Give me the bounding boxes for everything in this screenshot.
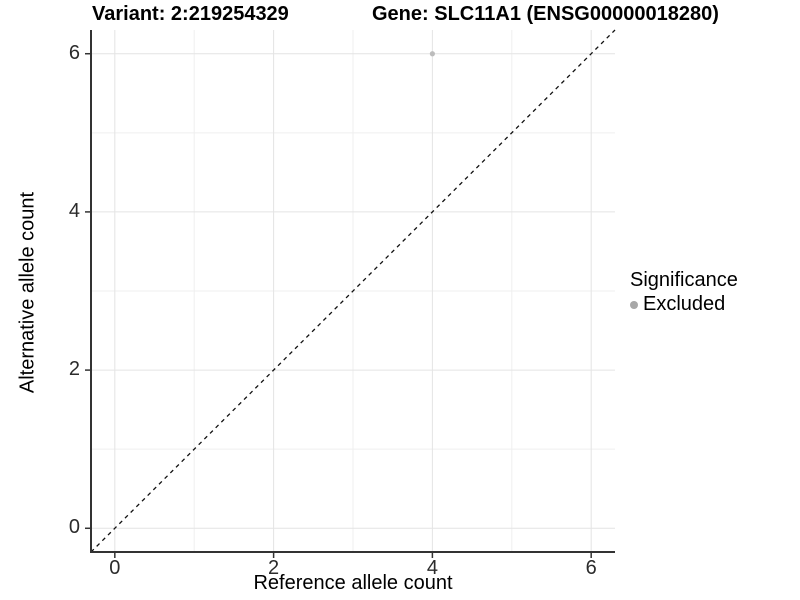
legend-item-label: Excluded — [643, 293, 726, 315]
y-tick-label: 0 — [68, 516, 80, 539]
excluded-point-icon — [630, 300, 638, 309]
y-tick-label: 4 — [68, 199, 80, 222]
y-tick-label: 2 — [68, 358, 80, 381]
x-tick-label: 6 — [585, 557, 597, 579]
legend: Significance Excluded — [630, 269, 738, 316]
x-axis-label: Reference allele count — [253, 572, 453, 594]
legend-item-excluded: Excluded — [630, 293, 738, 316]
identity-dashed-line — [90, 29, 616, 553]
variant-title: Variant: 2:219254329 — [92, 3, 289, 25]
y-tick-label: 6 — [68, 41, 80, 64]
data-point — [429, 51, 435, 57]
legend-title: Significance — [630, 269, 738, 291]
y-axis-label: Alternative allele count — [16, 191, 39, 394]
x-tick-label: 4 — [426, 557, 438, 579]
x-tick-label: 0 — [109, 557, 121, 579]
gene-title: Gene: SLC11A1 (ENSG00000018280) — [372, 3, 719, 25]
x-tick-label: 2 — [268, 557, 280, 579]
